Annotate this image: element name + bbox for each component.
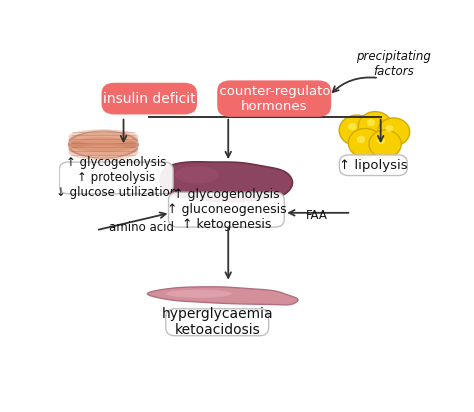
Text: insulin deficit: insulin deficit <box>103 91 196 105</box>
Circle shape <box>348 129 382 158</box>
Circle shape <box>377 137 385 144</box>
Text: amino acid: amino acid <box>109 220 174 234</box>
Circle shape <box>385 125 393 132</box>
Circle shape <box>369 130 401 158</box>
Text: ↑ glycogenolysis
↑ gluconeogenesis
↑ ketogenesis: ↑ glycogenolysis ↑ gluconeogenesis ↑ ket… <box>166 188 286 231</box>
Polygon shape <box>147 287 298 305</box>
Text: ↑ glycogenolysis
↑ proteolysis
↓ glucose utilization: ↑ glycogenolysis ↑ proteolysis ↓ glucose… <box>55 157 177 199</box>
Ellipse shape <box>68 132 138 147</box>
Text: hyperglycaemia
ketoacidosis: hyperglycaemia ketoacidosis <box>162 307 273 337</box>
FancyBboxPatch shape <box>166 309 269 336</box>
Circle shape <box>358 112 392 141</box>
Ellipse shape <box>175 166 219 183</box>
FancyBboxPatch shape <box>169 192 284 227</box>
FancyBboxPatch shape <box>339 155 407 176</box>
Text: ↑ lipolysis: ↑ lipolysis <box>339 159 408 172</box>
FancyBboxPatch shape <box>59 162 173 194</box>
Polygon shape <box>160 162 292 202</box>
FancyBboxPatch shape <box>217 80 331 117</box>
Text: ↑ counter-regulatory
hormones: ↑ counter-regulatory hormones <box>204 84 344 112</box>
Ellipse shape <box>68 129 138 144</box>
Circle shape <box>339 115 374 145</box>
Ellipse shape <box>68 145 138 160</box>
Ellipse shape <box>68 142 138 157</box>
Circle shape <box>377 118 410 146</box>
FancyBboxPatch shape <box>101 83 197 115</box>
Ellipse shape <box>166 290 232 298</box>
Circle shape <box>367 119 375 126</box>
Text: FAA: FAA <box>305 209 328 222</box>
Circle shape <box>357 136 365 143</box>
Text: precipitating
factors: precipitating factors <box>356 50 431 78</box>
Ellipse shape <box>68 137 138 152</box>
Circle shape <box>348 123 357 130</box>
